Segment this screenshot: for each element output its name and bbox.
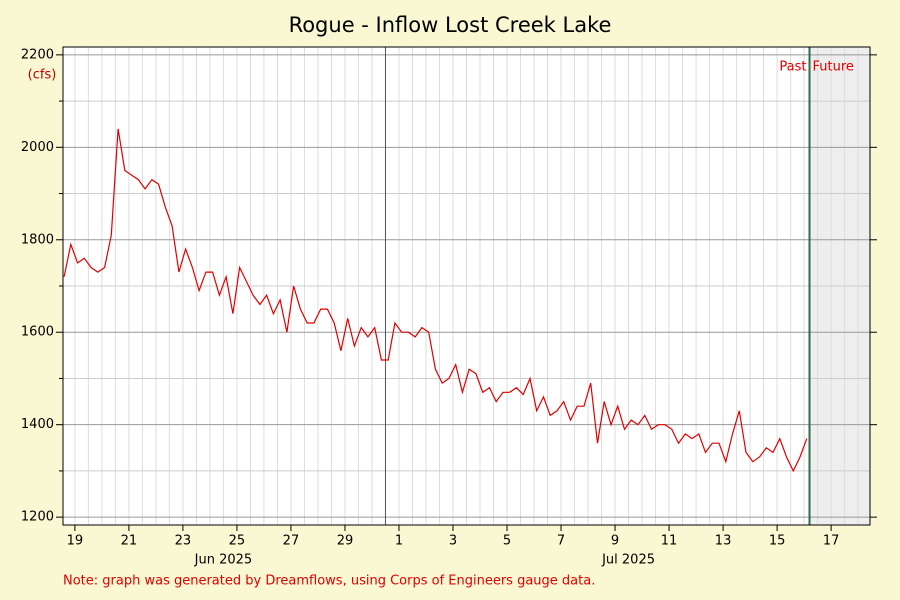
x-tick-label: 3 [449, 534, 457, 549]
future-label: Future [813, 60, 854, 75]
x-tick-label: 27 [283, 534, 300, 549]
chart-title: Rogue - Inflow Lost Creek Lake [289, 13, 612, 37]
y-tick-label: 2200 [21, 47, 54, 62]
x-tick-label: 5 [503, 534, 511, 549]
x-tick-label: 9 [611, 534, 619, 549]
note: Note: graph was generated by Dreamflows,… [63, 574, 595, 589]
x-tick-label: 25 [229, 534, 246, 549]
past-label: Past [779, 60, 806, 75]
x-tick-label: 13 [715, 534, 732, 549]
x-tick-label: 15 [769, 534, 786, 549]
x-tick-label: 23 [175, 534, 192, 549]
y-tick-label: 2000 [21, 140, 54, 155]
y-tick-label: 1800 [21, 232, 54, 247]
x-tick-label: 7 [557, 534, 565, 549]
x-tick-label: 29 [337, 534, 354, 549]
month-label: Jun 2025 [194, 553, 253, 568]
plot-frame [62, 46, 871, 526]
y-tick-label: 1600 [21, 325, 54, 340]
x-tick-label: 19 [67, 534, 84, 549]
x-tick-label: 21 [121, 534, 138, 549]
y-unit: (cfs) [28, 68, 57, 83]
y-tick-label: 1200 [21, 510, 54, 525]
x-tick-label: 1 [395, 534, 403, 549]
series-line [63, 128, 808, 473]
x-tick-label: 17 [823, 534, 840, 549]
month-label: Jul 2025 [601, 553, 655, 568]
y-tick-label: 1400 [21, 417, 54, 432]
x-tick-label: 11 [661, 534, 678, 549]
